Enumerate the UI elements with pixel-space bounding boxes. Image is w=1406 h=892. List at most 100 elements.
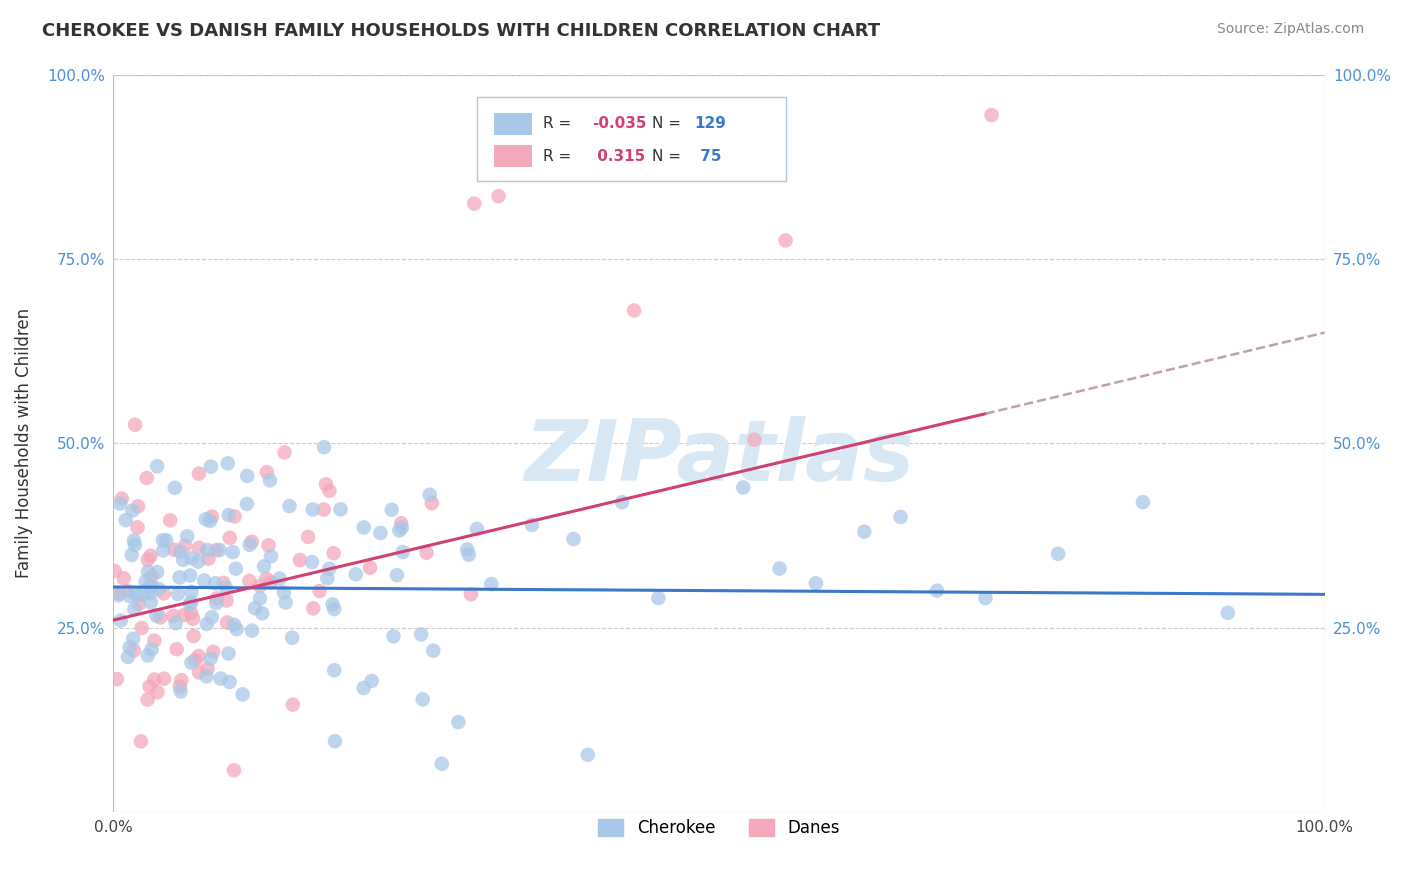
Point (162, 608, 184, 623)
Point (974, 591, 997, 605)
Point (236, 497, 259, 511)
Point (209, 672, 232, 686)
Point (212, 575, 235, 590)
Point (239, 538, 262, 552)
Point (218, 531, 240, 545)
Point (139, 595, 162, 609)
Point (110, 614, 132, 628)
Point (181, 612, 204, 626)
Point (925, 583, 948, 598)
Point (153, 672, 176, 686)
Point (188, 665, 211, 680)
Point (122, 632, 145, 646)
Point (163, 481, 186, 495)
Point (274, 596, 297, 610)
Point (415, 546, 437, 560)
Point (136, 552, 159, 566)
Point (314, 440, 336, 454)
Point (111, 491, 134, 506)
Point (180, 606, 202, 620)
Point (1216, 606, 1239, 620)
FancyBboxPatch shape (494, 113, 533, 135)
Point (430, 756, 453, 771)
Point (174, 539, 197, 553)
Point (853, 524, 876, 539)
Point (131, 588, 153, 602)
Point (744, 433, 766, 447)
Point (146, 685, 169, 699)
Point (412, 692, 434, 706)
Point (562, 532, 585, 546)
Point (360, 673, 382, 688)
Point (114, 513, 136, 527)
Point (105, 672, 128, 686)
Point (353, 681, 375, 695)
Point (344, 567, 367, 582)
Point (389, 516, 412, 531)
Point (141, 569, 163, 583)
Point (318, 483, 340, 498)
Point (108, 587, 131, 601)
Point (419, 488, 441, 502)
Point (152, 586, 174, 600)
Point (775, 234, 797, 248)
Point (124, 602, 146, 616)
Point (141, 642, 163, 657)
Point (457, 548, 479, 562)
Point (205, 543, 228, 558)
Point (163, 542, 186, 557)
Point (217, 647, 239, 661)
Point (172, 553, 194, 567)
Point (392, 545, 415, 559)
Point (288, 553, 311, 567)
Point (323, 734, 346, 748)
Point (146, 565, 169, 579)
Point (623, 303, 645, 318)
Point (138, 680, 160, 694)
Point (200, 651, 222, 665)
Point (128, 597, 150, 611)
Point (187, 555, 209, 569)
Text: N =: N = (652, 117, 686, 131)
Point (145, 608, 167, 623)
Point (222, 617, 245, 632)
Point (215, 593, 238, 607)
Point (1132, 495, 1154, 509)
Point (135, 471, 157, 485)
Point (139, 549, 162, 563)
Point (193, 574, 215, 588)
Point (129, 734, 152, 748)
Point (198, 514, 221, 528)
Point (302, 601, 325, 615)
Point (201, 610, 224, 624)
Point (318, 562, 340, 576)
Point (520, 518, 543, 533)
Point (240, 534, 263, 549)
Point (173, 607, 195, 622)
Point (240, 624, 263, 638)
Point (159, 513, 181, 527)
Point (804, 576, 827, 591)
Point (411, 627, 433, 641)
Point (136, 565, 159, 579)
Point (391, 521, 413, 535)
Point (131, 621, 153, 635)
Point (195, 542, 218, 557)
Point (181, 551, 204, 566)
Point (176, 529, 198, 543)
Point (273, 445, 295, 459)
Point (225, 622, 247, 636)
Point (197, 551, 219, 566)
Point (127, 520, 149, 534)
Point (1047, 547, 1070, 561)
Point (152, 543, 174, 558)
Point (256, 465, 278, 479)
Point (217, 456, 239, 470)
Legend: Cherokee, Danes: Cherokee, Danes (592, 813, 846, 844)
Point (148, 582, 170, 596)
Point (259, 575, 281, 590)
Point (269, 572, 291, 586)
Point (260, 549, 283, 564)
Point (155, 533, 177, 548)
Point (232, 687, 254, 701)
